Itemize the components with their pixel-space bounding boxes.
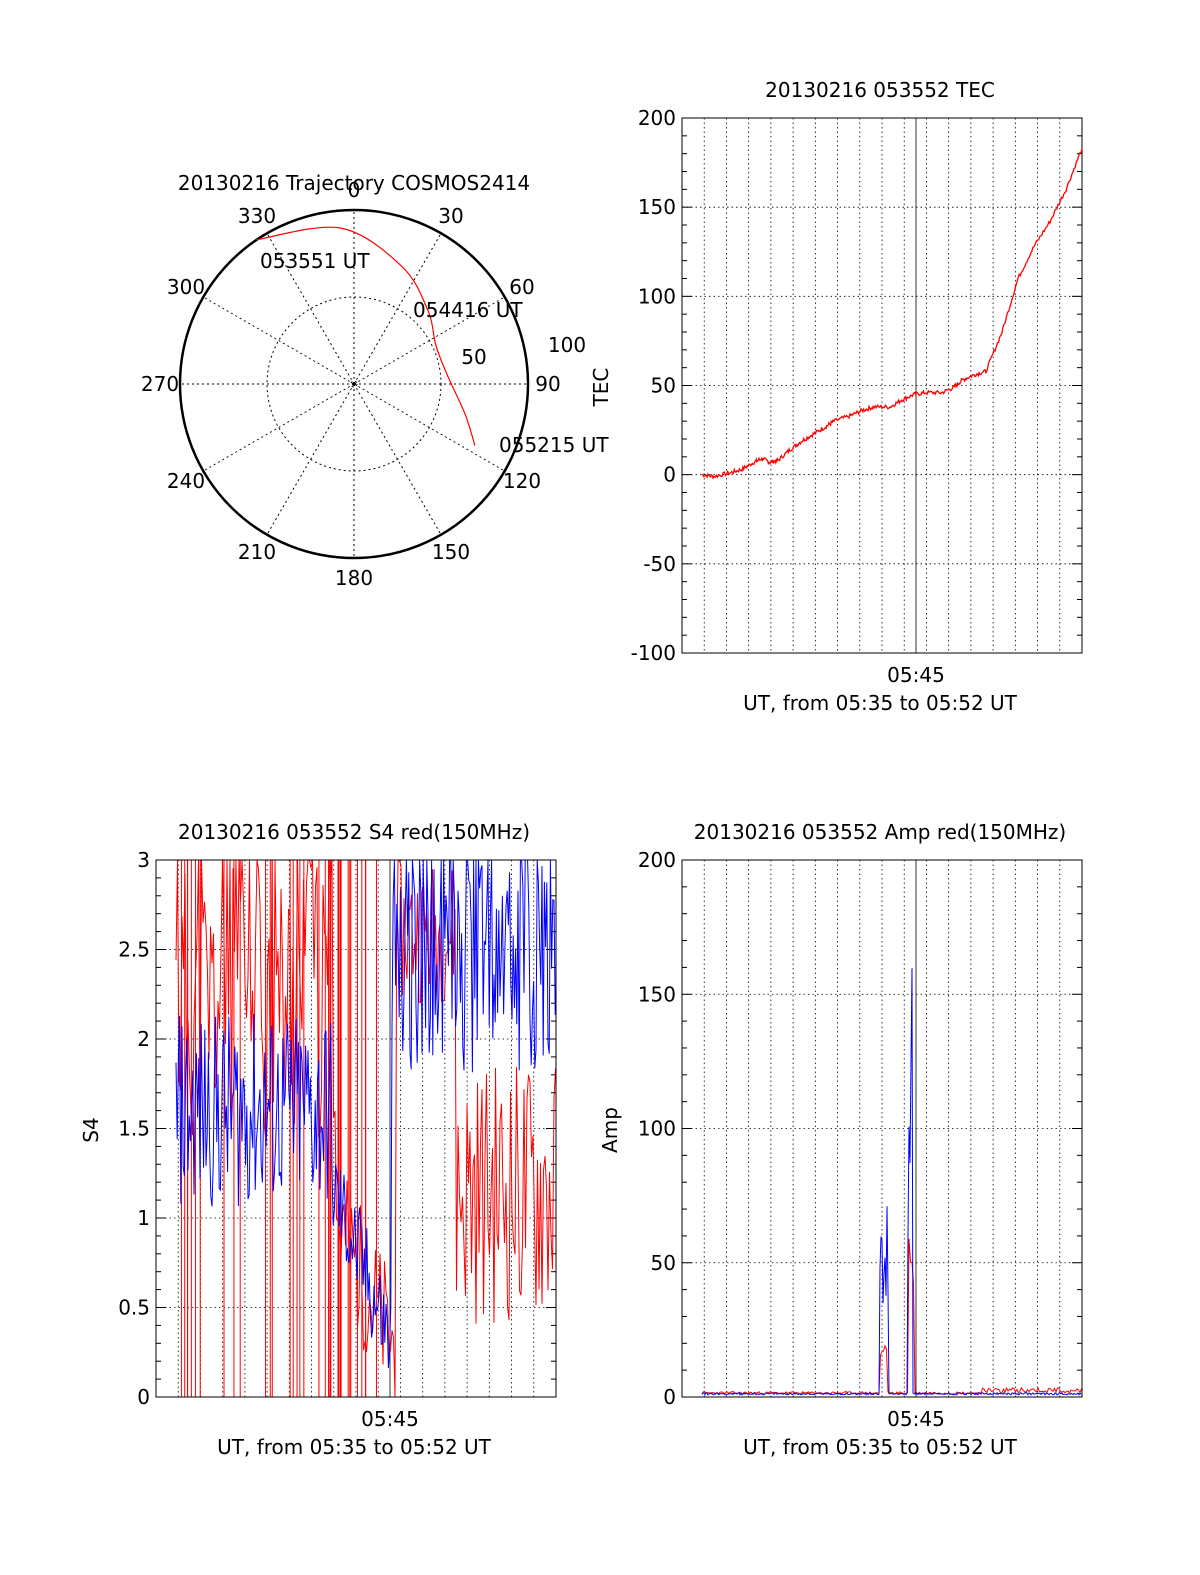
y-tick-label: 2 (137, 1027, 150, 1051)
y-tick-label: 150 (638, 982, 676, 1006)
trajectory-polar-plot: 20130216 Trajectory COSMOS2414 0 30 60 90 12… (141, 171, 613, 590)
s4-chart: 20130216 053552 S4 red(150MHz) 0 0.5 1 1.5 2… (79, 820, 557, 1459)
azimuth-label-300: 300 (167, 275, 205, 299)
y-tick-label: 0 (663, 1385, 676, 1409)
azimuth-label-60: 60 (509, 275, 534, 299)
polar-spoke (353, 233, 442, 385)
y-tick-label: 50 (651, 374, 676, 398)
s4-title: 20130216 053552 S4 red(150MHz) (178, 820, 530, 844)
radial-label-100: 100 (548, 333, 586, 357)
polar-spoke (203, 383, 355, 472)
amp-series (701, 968, 1082, 1396)
y-tick-label: -100 (631, 641, 676, 665)
polar-spoke (353, 383, 442, 535)
y-tick-label: 200 (638, 848, 676, 872)
y-tick-label: 150 (638, 195, 676, 219)
polar-spoke (203, 296, 355, 385)
polar-outer-circle (178, 208, 530, 560)
trajectory-title: 20130216 Trajectory COSMOS2414 (178, 171, 530, 195)
radial-axis-label: TEC (589, 368, 613, 408)
azimuth-label-0: 0 (348, 178, 361, 202)
azimuth-label-270: 270 (141, 372, 179, 396)
annotation-end-time: 055215 UT (499, 433, 609, 457)
s4-plot-frame (155, 859, 557, 1398)
tec-title: 20130216 053552 TEC (765, 78, 995, 102)
tec-x-tick-label: 05:45 (887, 663, 945, 687)
amp-red-trace (701, 1238, 1082, 1396)
annotation-mid-time: 054416 UT (413, 298, 523, 322)
azimuth-label-120: 120 (503, 469, 541, 493)
tec-plot-frame (681, 117, 1083, 654)
s4-x-axis-label: UT, from 05:35 to 05:52 UT (217, 1435, 492, 1459)
y-tick-label: 2.5 (118, 938, 150, 962)
s4-y-tick-labels: 0 0.5 1 1.5 2 2.5 3 (118, 848, 150, 1409)
y-tick-label: 200 (638, 106, 676, 130)
amp-y-tick-labels: 0 50 100 150 200 (638, 848, 676, 1409)
polar-spoke (266, 233, 355, 385)
y-tick-label: 100 (638, 1117, 676, 1141)
polar-grid (178, 208, 530, 560)
y-tick-label: 0 (137, 1385, 150, 1409)
amp-chart: 20130216 053552 Amp red(150MHz) 0 50 100 15… (598, 820, 1083, 1459)
y-tick-label: 100 (638, 284, 676, 308)
azimuth-label-30: 30 (438, 204, 463, 228)
amp-y-axis-label: Amp (598, 1107, 622, 1153)
s4-blue-series (175, 859, 556, 1369)
tec-x-axis-label: UT, from 05:35 to 05:52 UT (743, 691, 1018, 715)
amp-x-tick-label: 05:45 (887, 1407, 945, 1431)
polar-ring (350, 380, 358, 388)
tec-chart: 20130216 053552 TEC -100-50050100150200 … (631, 78, 1083, 715)
amp-blue-trace (701, 968, 1082, 1396)
s4-blue-trace (175, 859, 556, 1369)
amp-title: 20130216 053552 Amp red(150MHz) (694, 820, 1066, 844)
s4-y-axis-label: S4 (79, 1117, 103, 1142)
trajectory-track (256, 226, 476, 446)
y-tick-label: 0.5 (118, 1296, 150, 1320)
radial-label-50: 50 (461, 345, 486, 369)
amp-x-axis-label: UT, from 05:35 to 05:52 UT (743, 1435, 1018, 1459)
y-tick-label: 0 (663, 463, 676, 487)
polar-spoke (266, 383, 355, 535)
y-tick-label: -50 (643, 552, 676, 576)
y-tick-label: 1.5 (118, 1117, 150, 1141)
tec-y-tick-labels: -100 -50 0 50 100 150 200 (631, 106, 676, 665)
y-tick-label: 50 (651, 1251, 676, 1275)
azimuth-label-180: 180 (335, 566, 373, 590)
azimuth-label-210: 210 (238, 540, 276, 564)
tec-gridlines (682, 117, 1082, 654)
azimuth-label-240: 240 (167, 469, 205, 493)
azimuth-label-150: 150 (432, 540, 470, 564)
tec-series-line (701, 148, 1083, 480)
s4-x-tick-label: 05:45 (361, 1407, 419, 1431)
azimuth-label-330: 330 (238, 204, 276, 228)
y-tick-label: 1 (137, 1206, 150, 1230)
y-tick-label: 3 (137, 848, 150, 872)
polar-azimuth-labels: 0 30 60 90 120 150 180 210 240 270 300 330 (141, 178, 561, 590)
polar-spoke (353, 383, 505, 472)
amp-plot-frame (681, 859, 1083, 1398)
polar-spoke (353, 296, 505, 385)
annotation-start-time: 053551 UT (260, 249, 370, 273)
azimuth-label-90: 90 (535, 372, 560, 396)
amp-gridlines (682, 859, 1082, 1398)
